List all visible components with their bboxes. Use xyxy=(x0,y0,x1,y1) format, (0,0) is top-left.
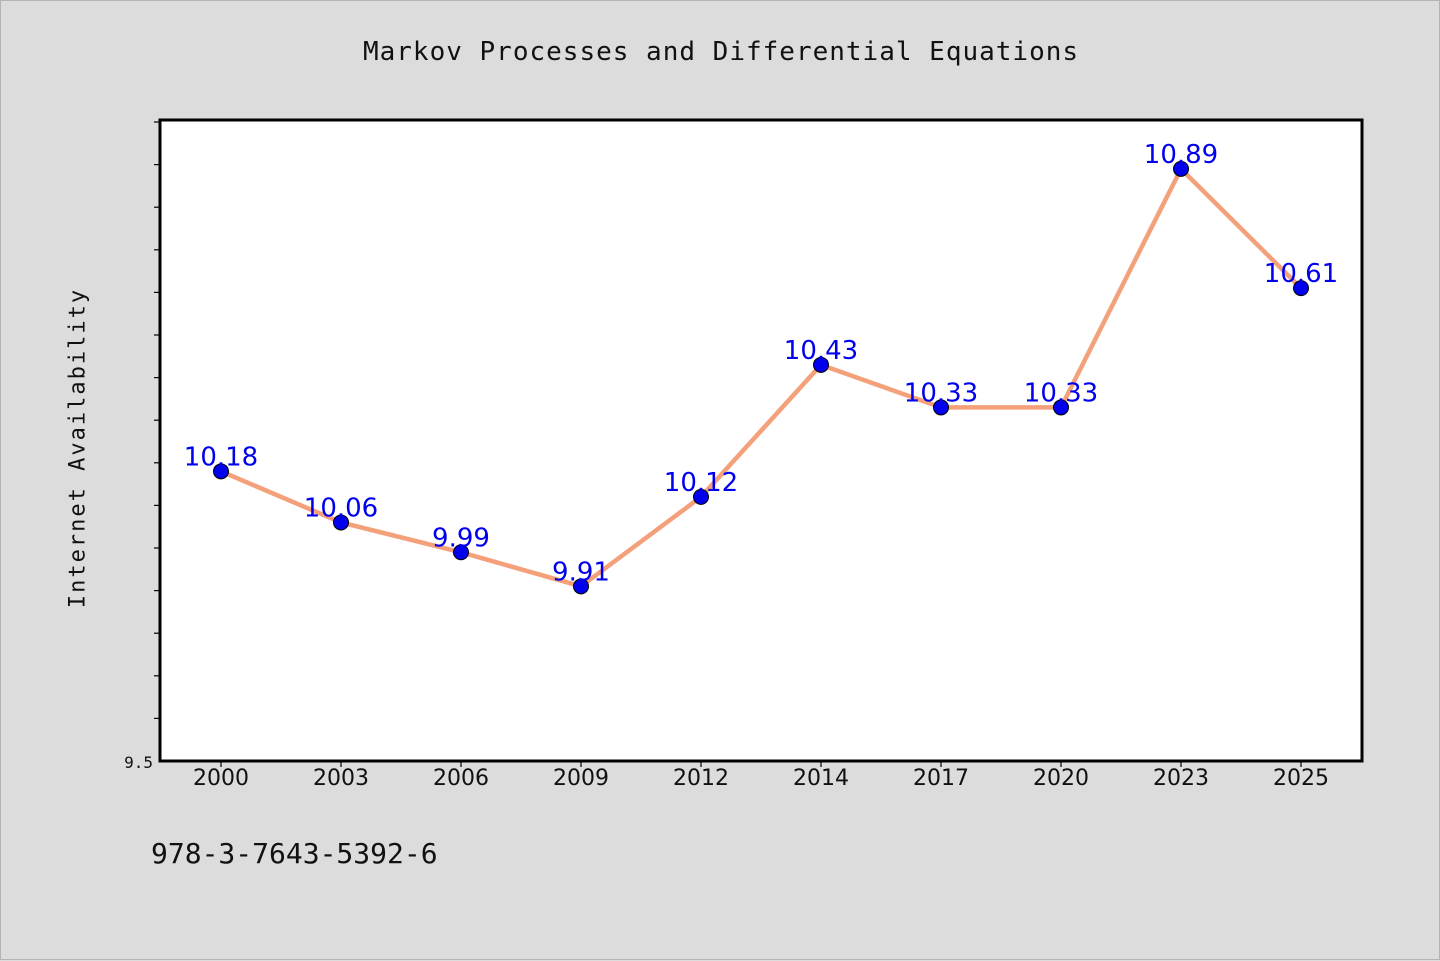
series-line-group xyxy=(218,166,1304,589)
data-point-2017 xyxy=(933,399,949,416)
data-point-2003 xyxy=(333,514,349,531)
data-label-2012: 10.12 xyxy=(664,468,738,498)
x-tick-label-2025: 2025 xyxy=(1273,766,1329,791)
data-labels: 10.18 10.06 9.99 9.91 10.12 10.43 10.33 10.33 10… xyxy=(184,140,1338,587)
x-axis-ticks: 2000 2003 2006 2009 2012 2014 2017 2020 2023 2025 xyxy=(193,761,1329,791)
x-tick-label-2003: 2003 xyxy=(313,766,369,791)
y-axis-ticks xyxy=(154,121,160,720)
x-tick-label-2014: 2014 xyxy=(793,766,849,791)
data-point-2023 xyxy=(1173,160,1189,177)
data-point-2025 xyxy=(1293,280,1309,297)
x-tick-label-2012: 2012 xyxy=(673,766,729,791)
x-tick-label-2009: 2009 xyxy=(553,766,609,791)
x-tick-label-2020: 2020 xyxy=(1033,766,1089,791)
data-point-2000 xyxy=(213,463,229,480)
data-point-2020 xyxy=(1053,399,1069,416)
chart-title: Markov Processes and Differential Equati… xyxy=(362,37,1080,67)
series-markers xyxy=(213,160,1309,595)
plot-area xyxy=(158,118,1364,763)
data-point-2014 xyxy=(813,356,829,373)
y-axis-min-label: 9.5 xyxy=(124,753,153,772)
series-line xyxy=(218,166,1304,589)
data-label-2023: 10.89 xyxy=(1144,140,1218,170)
data-point-2006 xyxy=(453,544,469,561)
data-point-2012 xyxy=(693,488,709,505)
data-label-2014: 10.43 xyxy=(784,336,858,366)
data-point-2009 xyxy=(573,578,589,595)
x-tick-label-2017: 2017 xyxy=(913,766,969,791)
data-label-2020: 10.33 xyxy=(1024,378,1098,408)
footnote-text: 978-3-7643-5392-6 xyxy=(151,837,438,870)
data-label-2000: 10.18 xyxy=(184,442,258,472)
data-label-2009: 9.91 xyxy=(552,557,610,587)
data-label-2017: 10.33 xyxy=(904,378,978,408)
x-tick-label-2000: 2000 xyxy=(193,766,249,791)
data-label-2006: 9.99 xyxy=(432,523,490,553)
data-label-2003: 10.06 xyxy=(304,493,378,523)
x-tick-label-2023: 2023 xyxy=(1153,766,1209,791)
x-tick-label-2006: 2006 xyxy=(433,766,489,791)
data-label-2025: 10.61 xyxy=(1264,259,1338,289)
